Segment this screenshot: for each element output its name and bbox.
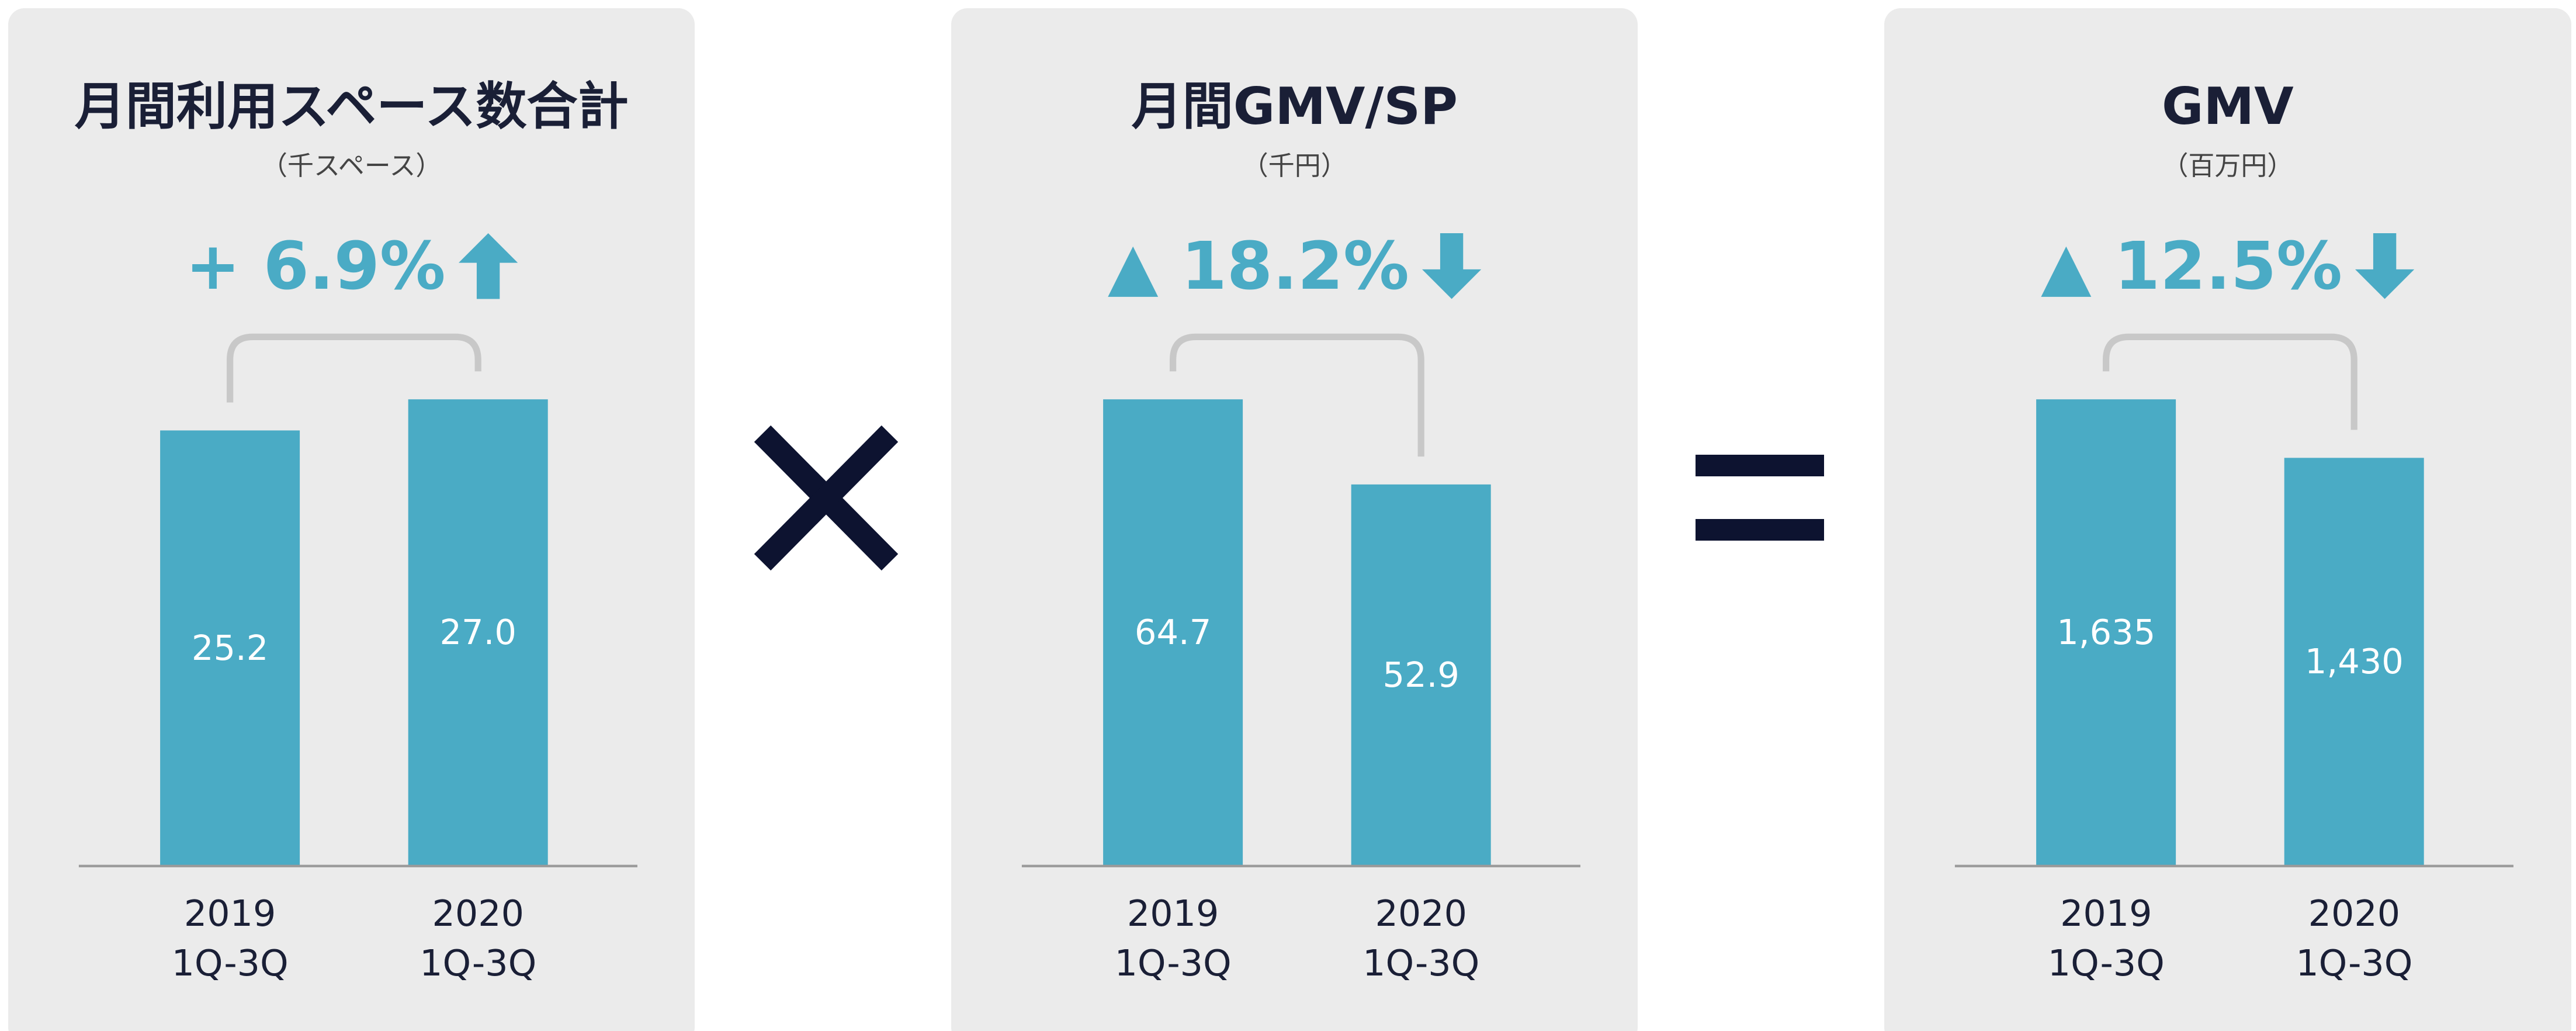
x-tick-label: 2020 1Q-3Q [419, 892, 537, 984]
value-label: 1,635 [2057, 612, 2156, 653]
change-row: ▲ 12.5% [1884, 225, 2571, 307]
chart-subtitle: （千円） [1242, 150, 1347, 182]
value-label: 25.2 [191, 627, 269, 668]
bar [1103, 399, 1243, 866]
x-tick-label: 2020 1Q-3Q [2296, 892, 2413, 984]
arrow-shape [459, 233, 518, 299]
bar [2284, 458, 2424, 866]
x-tick-label: 2019 1Q-3Q [2047, 892, 2165, 984]
value-label: 64.7 [1134, 612, 1212, 653]
chart-title: 月間利用スペース数合計 [74, 76, 629, 136]
change-row: ▲ 18.2% [951, 225, 1638, 307]
value-label: 27.0 [439, 612, 516, 653]
bar [408, 399, 548, 866]
change-row: + 6.9% [8, 225, 695, 307]
plot [1955, 333, 2514, 867]
change-arrow [1422, 233, 1482, 299]
arrow-shape [2355, 233, 2415, 299]
chart-title: GMV [2162, 76, 2294, 136]
change-annotation: ▲ 18.2% [1107, 227, 1409, 305]
bar [2036, 399, 2176, 866]
bar [160, 430, 300, 866]
chart-panel: 月間GMV/SP （千円） ▲ 18.2% 64.7 2019 1Q-3Q 52.9 202… [951, 8, 1638, 1031]
x-tick-label: 2020 1Q-3Q [1362, 892, 1480, 984]
bar [1351, 484, 1491, 866]
chart-panel: 月間利用スペース数合計 （千スペース） + 6.9% 25.2 2019 1Q-3Q 27… [8, 8, 695, 1031]
change-arrow [2355, 233, 2415, 299]
chart-title: 月間GMV/SP [1131, 76, 1458, 136]
chart-subtitle: （千スペース） [261, 150, 442, 182]
chart-panel: GMV （百万円） ▲ 12.5% 1,635 2019 1Q-3Q 1,430 2020 … [1884, 8, 2571, 1031]
change-arrow [459, 233, 518, 299]
value-label: 1,430 [2304, 641, 2404, 682]
bracket [227, 333, 481, 403]
equals-sign [1696, 455, 1824, 541]
chart-subtitle: （百万円） [2162, 150, 2294, 182]
value-label: 52.9 [1382, 655, 1459, 695]
change-annotation: ▲ 12.5% [2041, 227, 2342, 305]
plot [78, 333, 637, 867]
plot [1021, 333, 1581, 867]
arrow-shape [1422, 233, 1482, 299]
multiply-sign [754, 425, 899, 571]
change-annotation: + 6.9% [185, 227, 446, 305]
bracket [2103, 333, 2358, 430]
x-tick-label: 2019 1Q-3Q [1114, 892, 1232, 984]
x-tick-label: 2019 1Q-3Q [171, 892, 289, 984]
bracket [1170, 333, 1424, 457]
